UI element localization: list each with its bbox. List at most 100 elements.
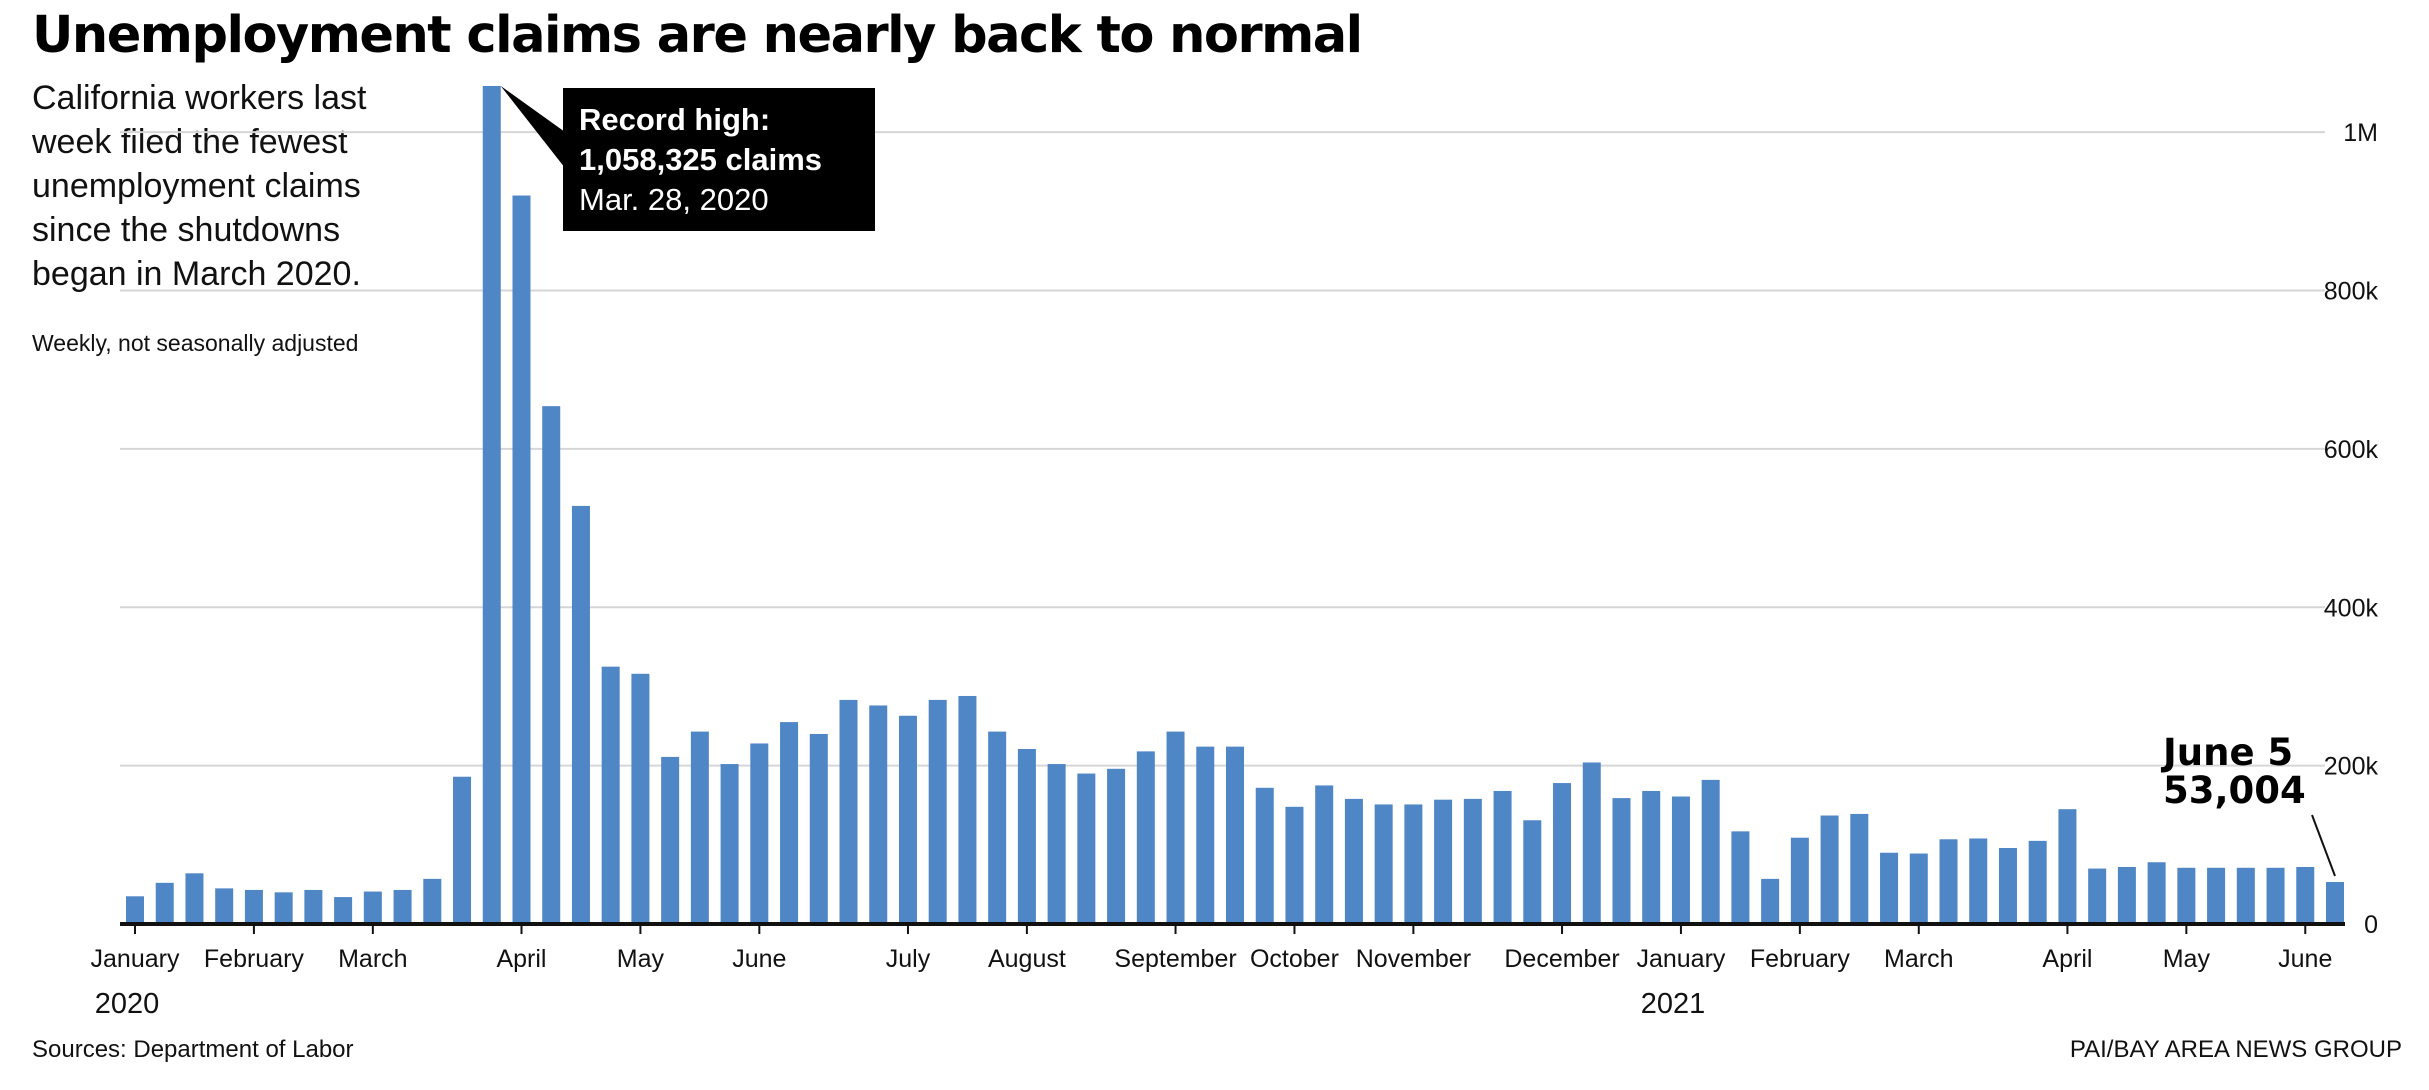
bar xyxy=(334,897,353,924)
latest-value-number: 53,004 xyxy=(2163,769,2306,812)
bar xyxy=(1820,815,1839,924)
bar xyxy=(1374,804,1393,924)
bar xyxy=(542,406,561,924)
x-tick-label: November xyxy=(1356,945,1471,973)
bar xyxy=(1671,796,1690,924)
bar-chart: 0 200k 400k 600k 800k 1M January February March A… xyxy=(91,86,2379,1020)
chart-subtitle: California workers last week filed the f… xyxy=(32,79,367,293)
bar xyxy=(898,715,917,924)
bar xyxy=(1969,838,1988,924)
x-tick-label: March xyxy=(338,945,407,973)
bar xyxy=(869,705,888,924)
bar xyxy=(809,733,828,924)
bar xyxy=(2147,862,2166,924)
bar xyxy=(1701,779,1720,924)
bar xyxy=(1255,787,1274,924)
bar xyxy=(1017,749,1036,924)
bar xyxy=(2058,809,2077,924)
bar xyxy=(1226,746,1244,924)
x-tick-label: April xyxy=(496,945,546,973)
bar xyxy=(1047,764,1066,924)
bar xyxy=(453,776,472,924)
bar xyxy=(1344,798,1363,924)
peak-callout-pointer xyxy=(500,86,565,168)
bar xyxy=(1196,746,1215,924)
bar xyxy=(1285,806,1304,924)
bar xyxy=(1493,790,1512,924)
bar xyxy=(2236,867,2255,924)
x-tick-label: May xyxy=(617,945,665,973)
x-tick-label: February xyxy=(1750,945,1851,973)
bar xyxy=(512,195,531,924)
bar xyxy=(1761,878,1780,924)
bar xyxy=(750,743,769,924)
bar xyxy=(1850,813,1869,924)
bar xyxy=(2296,866,2315,924)
x-tick-label: June xyxy=(2278,945,2332,973)
bar xyxy=(2028,840,2047,924)
gridlines xyxy=(120,131,2325,767)
bar xyxy=(1523,820,1542,924)
bar xyxy=(185,873,204,924)
bar xyxy=(2117,866,2136,924)
bar xyxy=(1315,785,1334,924)
bar xyxy=(2207,867,2226,924)
x-tick-label: March xyxy=(1884,945,1953,973)
x-tick-label: January xyxy=(91,945,180,973)
bar xyxy=(780,722,799,924)
latest-value-date: June 5 xyxy=(2163,731,2294,774)
x-tick-label: May xyxy=(2163,945,2211,973)
bar xyxy=(1998,847,2017,924)
bar xyxy=(1404,804,1423,924)
bar xyxy=(958,695,977,924)
bar xyxy=(1582,762,1601,924)
bar xyxy=(363,891,382,924)
latest-value-label: June 5 53,004 xyxy=(2163,734,2306,810)
bar xyxy=(393,889,412,924)
bars xyxy=(126,86,2344,924)
bar xyxy=(2177,867,2196,924)
bar xyxy=(571,505,590,924)
bar xyxy=(1642,790,1661,924)
bar xyxy=(274,892,293,924)
bar xyxy=(988,731,1007,924)
peak-callout-heading: Record high: xyxy=(579,102,771,137)
bar xyxy=(482,86,501,924)
year-label: 2021 xyxy=(1641,988,1706,1020)
bar xyxy=(1434,799,1453,924)
bar xyxy=(1107,768,1126,924)
bar xyxy=(155,882,174,924)
peak-callout-value: 1,058,325 claims xyxy=(579,142,823,177)
x-tick-label: August xyxy=(988,945,1066,973)
bar xyxy=(1731,831,1750,924)
latest-value-leader xyxy=(2311,814,2336,877)
y-tick-label: 0 xyxy=(2364,911,2378,939)
tick-labels: 0 200k 400k 600k 800k 1M January February March A… xyxy=(91,119,2379,1020)
x-tick-label: January xyxy=(1636,945,1725,973)
x-tick-label: October xyxy=(1250,945,1339,973)
bar xyxy=(1136,751,1155,924)
credit-line: PAI/BAY AREA NEWS GROUP xyxy=(2069,1036,2402,1063)
y-tick-label: 200k xyxy=(2324,753,2379,781)
bar xyxy=(690,731,709,924)
bar xyxy=(928,699,947,924)
bar xyxy=(2266,867,2285,924)
x-tick-label: July xyxy=(886,945,931,973)
bar xyxy=(304,889,323,924)
bar xyxy=(423,878,442,924)
bar xyxy=(244,889,263,924)
y-tick-label: 1M xyxy=(2343,119,2378,147)
bar xyxy=(720,764,739,924)
bar xyxy=(1166,731,1185,924)
axes xyxy=(120,86,2345,934)
chart-note: Weekly, not seasonally adjusted xyxy=(32,330,359,356)
x-tick-label: June xyxy=(732,945,786,973)
bar xyxy=(2088,868,2107,924)
bar xyxy=(1612,798,1631,924)
x-tick-label: February xyxy=(204,945,305,973)
bar xyxy=(1790,837,1809,924)
bar xyxy=(126,896,144,924)
bar xyxy=(215,888,234,924)
bar xyxy=(2326,882,2344,924)
bar xyxy=(1939,839,1958,924)
